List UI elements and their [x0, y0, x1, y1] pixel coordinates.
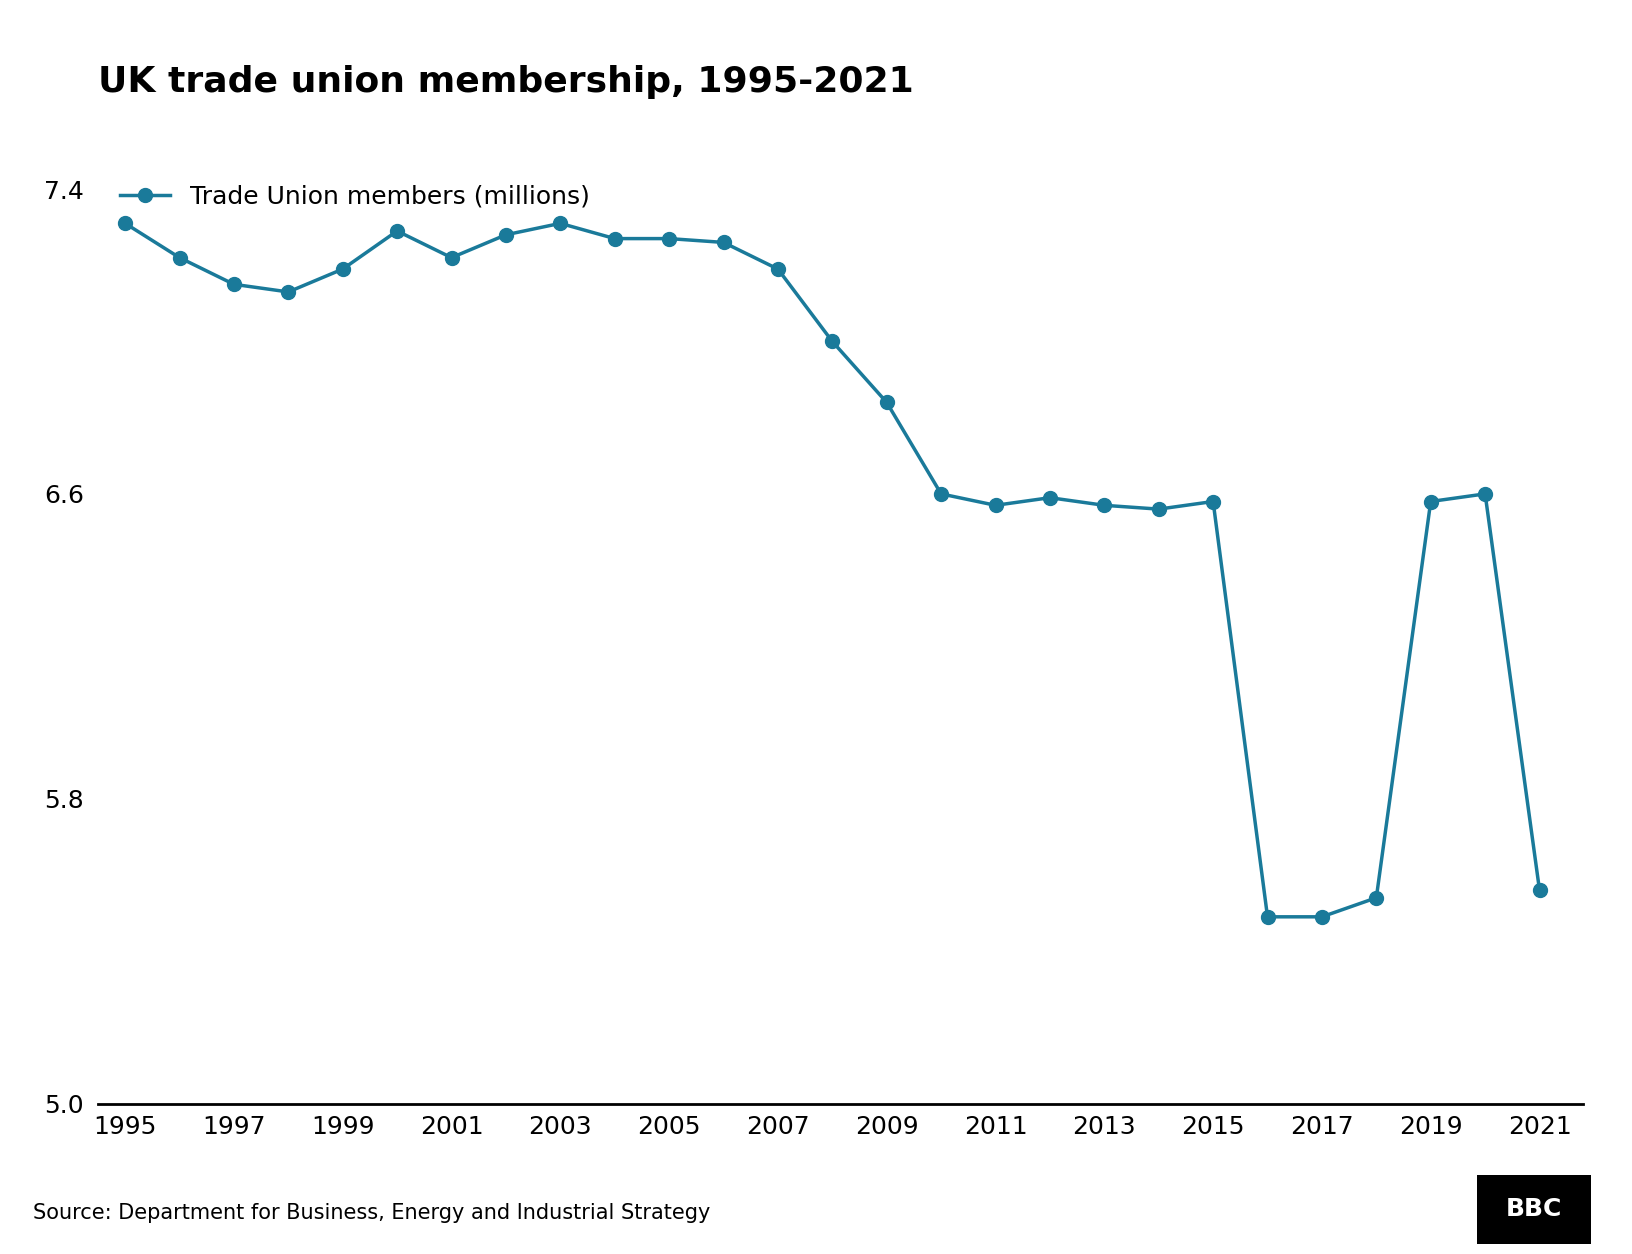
Legend: Trade Union members (millions): Trade Union members (millions)	[111, 174, 601, 219]
Text: UK trade union membership, 1995-2021: UK trade union membership, 1995-2021	[98, 65, 914, 99]
Text: Source: Department for Business, Energy and Industrial Strategy: Source: Department for Business, Energy …	[33, 1203, 710, 1223]
Text: BBC: BBC	[1506, 1198, 1562, 1221]
